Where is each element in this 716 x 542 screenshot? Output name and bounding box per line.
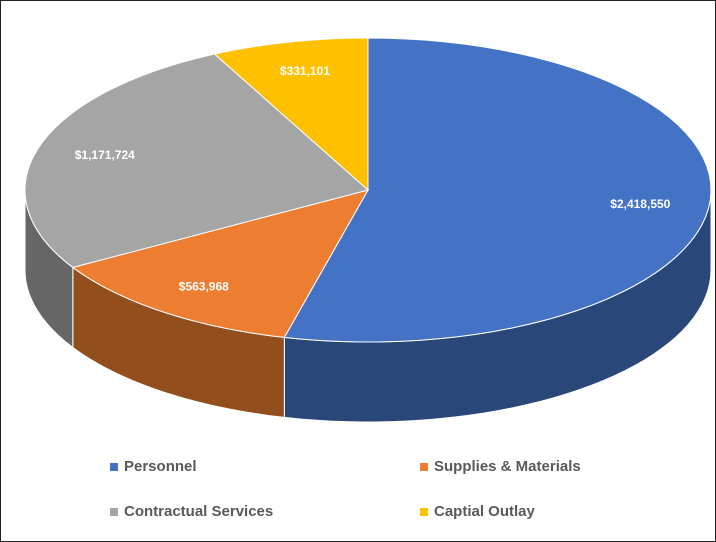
legend-swatch <box>110 508 118 516</box>
legend-swatch <box>420 463 428 471</box>
slice <box>283 37 712 343</box>
legend-swatch <box>110 463 118 471</box>
legend-label: Supplies & Materials <box>434 458 581 475</box>
legend-label: Personnel <box>124 458 197 475</box>
legend-label: Contractual Services <box>124 503 273 520</box>
slice <box>71 189 370 338</box>
data-label: $331,101 <box>280 64 330 78</box>
data-label: $1,171,724 <box>75 148 135 162</box>
data-label: $2,418,550 <box>610 197 670 211</box>
legend-swatch <box>420 508 428 516</box>
legend-label: Captial Outlay <box>434 503 536 520</box>
slice <box>24 53 370 268</box>
slice <box>213 37 369 192</box>
data-label: $563,968 <box>179 280 229 294</box>
